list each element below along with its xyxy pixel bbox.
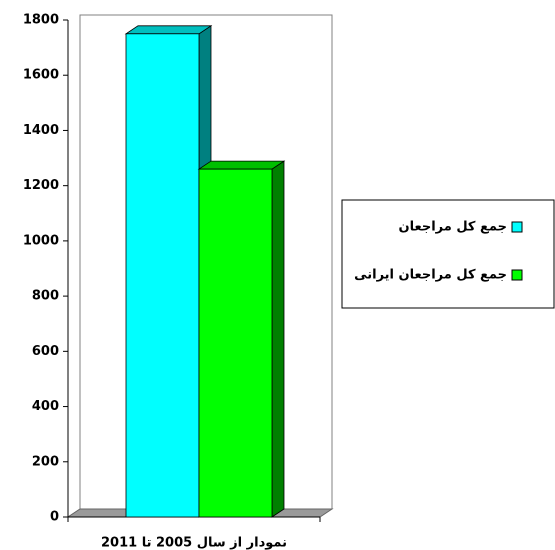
y-tick-label: 1200 <box>23 178 59 193</box>
bar-side <box>271 160 285 518</box>
legend-label: جمع کل مراجعان <box>399 220 507 235</box>
bar <box>125 33 200 518</box>
legend-label: جمع کل مراجعان ایرانی <box>354 268 507 283</box>
legend-swatch <box>511 221 523 233</box>
legend-swatch <box>511 269 523 281</box>
y-tick-label: 1400 <box>23 123 59 138</box>
y-tick-label: 200 <box>32 454 59 469</box>
x-tick-label: نمودار از سال 2005 تا 2011 <box>101 536 287 550</box>
bar <box>198 168 273 518</box>
y-tick-label: 0 <box>50 510 59 525</box>
bar-top <box>197 160 286 170</box>
legend-box <box>341 199 555 309</box>
y-tick-label: 600 <box>32 344 59 359</box>
y-tick-label: 400 <box>32 399 59 414</box>
y-tick-label: 1800 <box>23 13 59 28</box>
y-tick-label: 1600 <box>23 68 59 83</box>
y-tick-label: 1000 <box>23 233 59 248</box>
bar-top <box>124 25 213 35</box>
y-tick-label: 800 <box>32 289 59 304</box>
